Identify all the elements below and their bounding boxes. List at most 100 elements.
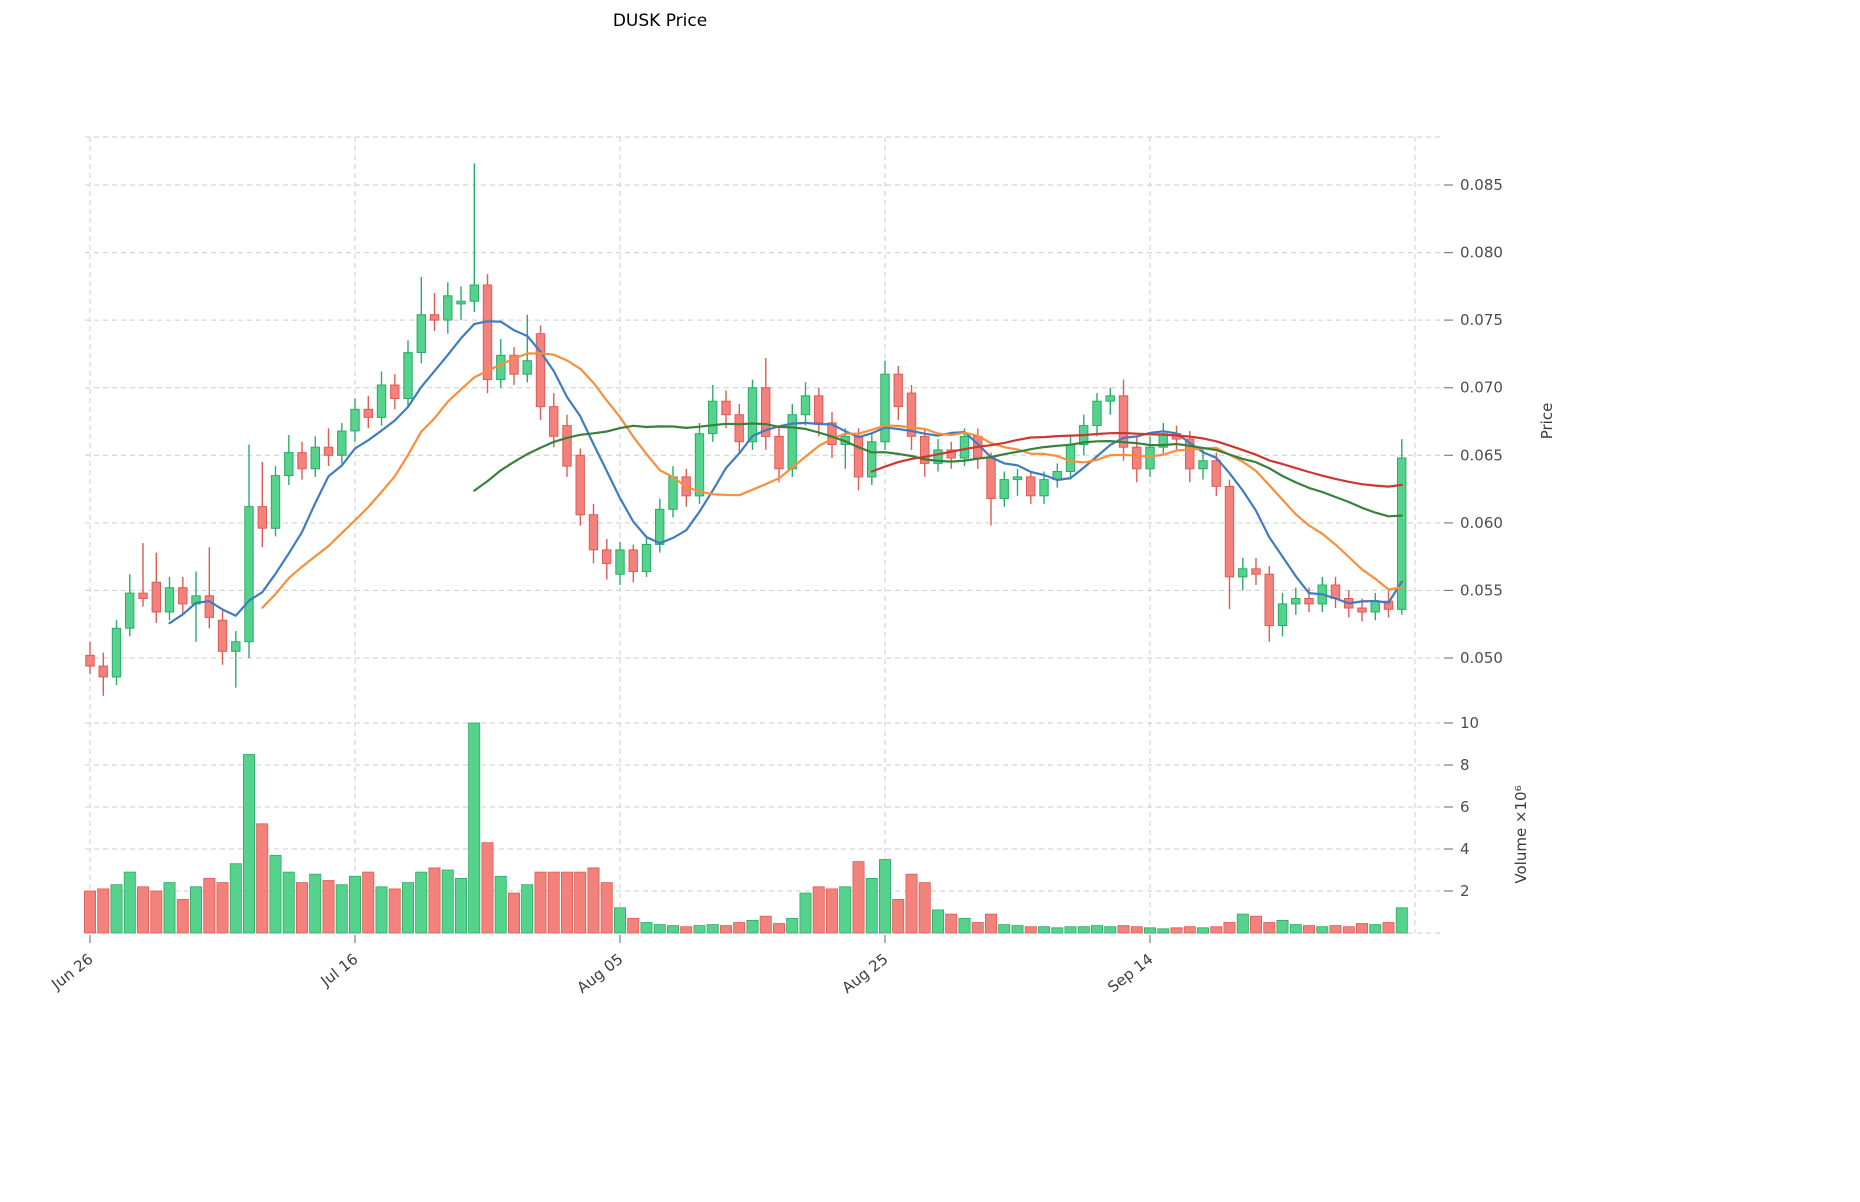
candle-body-up bbox=[1105, 395, 1115, 402]
volume-bar bbox=[309, 873, 322, 934]
volume-bar bbox=[958, 917, 971, 934]
candle-body-up bbox=[522, 360, 532, 375]
volume-bar bbox=[971, 922, 984, 934]
volume-bar bbox=[1144, 927, 1157, 934]
candle-body-up bbox=[999, 479, 1009, 500]
volume-bar bbox=[322, 880, 335, 934]
price-tick-label: 0.080 bbox=[1460, 244, 1503, 262]
volume-bar bbox=[1064, 926, 1077, 934]
candle-body-up bbox=[1291, 598, 1301, 605]
price-tick-label: 0.060 bbox=[1460, 514, 1503, 532]
candle-body-up bbox=[1065, 444, 1076, 472]
volume-bar bbox=[481, 842, 494, 934]
volume-bar bbox=[746, 920, 759, 934]
candle-body-down bbox=[1304, 598, 1314, 605]
volume-bar bbox=[401, 882, 414, 934]
volume-bar bbox=[1250, 915, 1263, 934]
volume-bar bbox=[852, 861, 865, 934]
price-tick-label: 0.055 bbox=[1460, 581, 1503, 599]
candle-body-up bbox=[1198, 460, 1208, 470]
volume-bar bbox=[1117, 925, 1130, 934]
candle-body-down bbox=[1264, 573, 1274, 627]
volume-bar bbox=[84, 890, 97, 934]
candle-body-up bbox=[880, 373, 890, 443]
volume-bar bbox=[269, 854, 282, 934]
volume-bar bbox=[587, 867, 600, 934]
volume-bar bbox=[507, 892, 520, 934]
candle-body-up bbox=[350, 408, 360, 432]
volume-bar bbox=[176, 899, 189, 934]
candle-body-up bbox=[668, 476, 678, 510]
candle-body-down bbox=[774, 435, 784, 470]
candle-body-up bbox=[231, 641, 241, 652]
candle-body-down bbox=[1251, 568, 1261, 575]
volume-bar bbox=[1130, 926, 1143, 934]
candle-body-up bbox=[1370, 600, 1380, 613]
candle-body-up bbox=[1039, 479, 1049, 497]
volume-bar bbox=[614, 907, 627, 934]
candle-body-up bbox=[125, 592, 135, 629]
candle-body-down bbox=[562, 425, 572, 467]
candle-body-down bbox=[323, 446, 334, 456]
price-tick-label: 0.050 bbox=[1460, 649, 1503, 667]
ma-line-mid bbox=[261, 352, 1403, 609]
candle-body-down bbox=[1118, 395, 1129, 448]
volume-bar bbox=[574, 871, 587, 934]
candle-body-down bbox=[1185, 438, 1195, 470]
candle-body-up bbox=[1277, 603, 1288, 627]
volume-bar bbox=[799, 892, 812, 934]
volume-bar bbox=[1329, 925, 1342, 934]
volume-bar bbox=[1356, 923, 1369, 934]
volume-bar bbox=[1303, 925, 1316, 934]
candle-body-up bbox=[469, 284, 480, 302]
candle-body-down bbox=[549, 406, 559, 437]
candle-body-down bbox=[575, 454, 585, 516]
volume-bar bbox=[468, 722, 481, 934]
volume-bar bbox=[667, 925, 680, 934]
candle-body-down bbox=[509, 354, 519, 375]
candle-body-down bbox=[390, 384, 400, 399]
grid bbox=[85, 136, 1442, 934]
candle-body-down bbox=[297, 452, 307, 470]
candle-body-up bbox=[403, 352, 413, 400]
volume-bar bbox=[720, 925, 733, 934]
candle-body-up bbox=[959, 435, 970, 459]
candle-body-up bbox=[655, 508, 665, 545]
volume-bar bbox=[348, 875, 361, 934]
volume-bar bbox=[892, 899, 905, 934]
candle-body-down bbox=[85, 654, 95, 667]
candle-body-down bbox=[98, 665, 108, 678]
candle-body-up bbox=[1397, 457, 1407, 610]
candle-body-down bbox=[628, 549, 638, 573]
volume-bar bbox=[1183, 926, 1196, 934]
volume-bar bbox=[759, 915, 772, 934]
volume-bar bbox=[521, 884, 534, 934]
volume-bar bbox=[189, 886, 202, 934]
candle-body-down bbox=[1132, 446, 1142, 470]
candle-body-up bbox=[111, 627, 122, 678]
volume-bar bbox=[1276, 920, 1289, 934]
candle-body-down bbox=[721, 400, 731, 416]
volume-bar bbox=[1170, 927, 1183, 934]
volume-bar bbox=[706, 924, 719, 934]
candle-body-down bbox=[363, 408, 374, 418]
candle-body-down bbox=[178, 587, 188, 605]
volume-tick-label: 2 bbox=[1460, 882, 1470, 900]
volume-bar bbox=[839, 886, 852, 934]
ma-line-slow bbox=[473, 422, 1403, 518]
price-tick-label: 0.070 bbox=[1460, 379, 1503, 397]
volume-bar bbox=[1051, 927, 1064, 934]
candle-body-down bbox=[217, 619, 228, 652]
candle-body-down bbox=[602, 549, 612, 564]
volume-bar bbox=[242, 754, 255, 934]
volume-bar bbox=[600, 882, 613, 934]
volume-bar bbox=[1104, 926, 1117, 934]
candles bbox=[85, 163, 1407, 696]
volume-tick-label: 10 bbox=[1460, 714, 1479, 732]
candle-body-up bbox=[800, 395, 811, 416]
volume-bar bbox=[1236, 913, 1249, 934]
candle-body-down bbox=[429, 314, 440, 321]
volume-bar bbox=[362, 871, 375, 934]
volume-tick-label: 8 bbox=[1460, 756, 1470, 774]
